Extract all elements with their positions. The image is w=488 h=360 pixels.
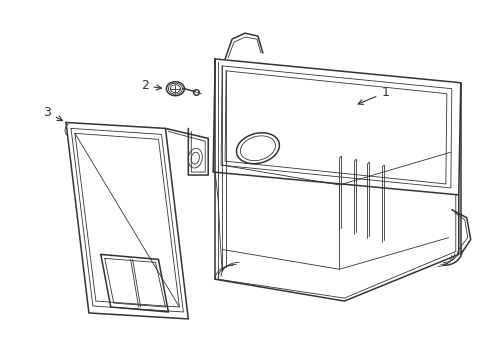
Text: 1: 1 bbox=[357, 86, 388, 104]
Text: 3: 3 bbox=[43, 106, 62, 121]
Text: 2: 2 bbox=[141, 79, 161, 92]
